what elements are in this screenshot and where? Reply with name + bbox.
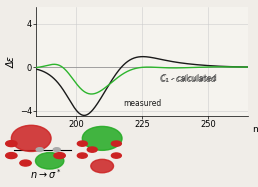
Circle shape (54, 153, 65, 159)
Ellipse shape (82, 126, 122, 150)
Circle shape (36, 148, 43, 151)
Text: C₁ - calculated: C₁ - calculated (160, 75, 216, 84)
Circle shape (77, 153, 87, 158)
Circle shape (111, 153, 121, 158)
Circle shape (6, 141, 17, 147)
Ellipse shape (35, 153, 64, 169)
Y-axis label: Δε: Δε (7, 56, 17, 68)
Circle shape (6, 153, 17, 159)
Circle shape (87, 147, 97, 152)
Text: $n \rightarrow \sigma^*$: $n \rightarrow \sigma^*$ (30, 167, 61, 181)
Circle shape (53, 148, 60, 151)
Circle shape (111, 141, 121, 146)
Text: nm: nm (252, 125, 258, 134)
Circle shape (20, 160, 31, 166)
Circle shape (77, 141, 87, 146)
Text: $C_1$ - calculated: $C_1$ - calculated (160, 73, 217, 85)
Text: measured: measured (123, 99, 162, 108)
Ellipse shape (91, 159, 114, 173)
Ellipse shape (11, 125, 51, 151)
